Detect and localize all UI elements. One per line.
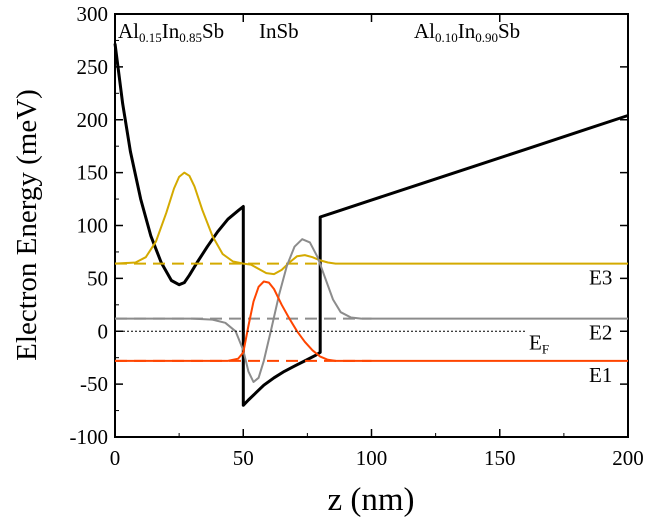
series-layer [113, 43, 629, 407]
level-label-e1: E1 [589, 363, 612, 387]
y-tick-label: 300 [77, 2, 109, 26]
axis-ticks: 0 50 100 150 200 -100 -50 0 50 100 150 200 250 300 [70, 2, 644, 470]
annotation-well: InSb [259, 19, 299, 43]
y-axis-title: Electron Energy (meV) [11, 89, 43, 361]
y-tick-label: -100 [70, 425, 109, 449]
x-tick-label: 100 [356, 446, 388, 470]
annotation-barrier-left: Al0.15In0.85Sb [118, 19, 224, 45]
x-tick-label: 50 [233, 446, 254, 470]
level-label-e2: E2 [589, 321, 612, 345]
y-tick-label: 250 [77, 55, 109, 79]
y-tick-label: 0 [98, 319, 109, 343]
x-tick-label: 200 [612, 446, 644, 470]
y-tick-label: -50 [80, 372, 108, 396]
labels-layer: E3 E2 E1 [589, 266, 612, 387]
fermi-level-label: EF [529, 330, 549, 356]
plot-frame [114, 13, 629, 438]
level-label-e3: E3 [589, 266, 612, 290]
y-tick-label: 150 [77, 161, 109, 185]
y-tick-label: 50 [87, 266, 108, 290]
x-tick-label: 150 [484, 446, 516, 470]
x-axis-title: z (nm) [327, 482, 414, 518]
conduction-band-line [113, 43, 629, 407]
y-tick-label: 200 [77, 108, 109, 132]
x-tick-label: 0 [110, 446, 121, 470]
y-tick-label: 100 [77, 214, 109, 238]
E2-wavefunction-line [115, 238, 628, 383]
E1-wavefunction-line [115, 280, 628, 362]
annotation-barrier-right: Al0.10In0.90Sb [414, 19, 520, 45]
E3-wavefunction-line [114, 171, 628, 276]
